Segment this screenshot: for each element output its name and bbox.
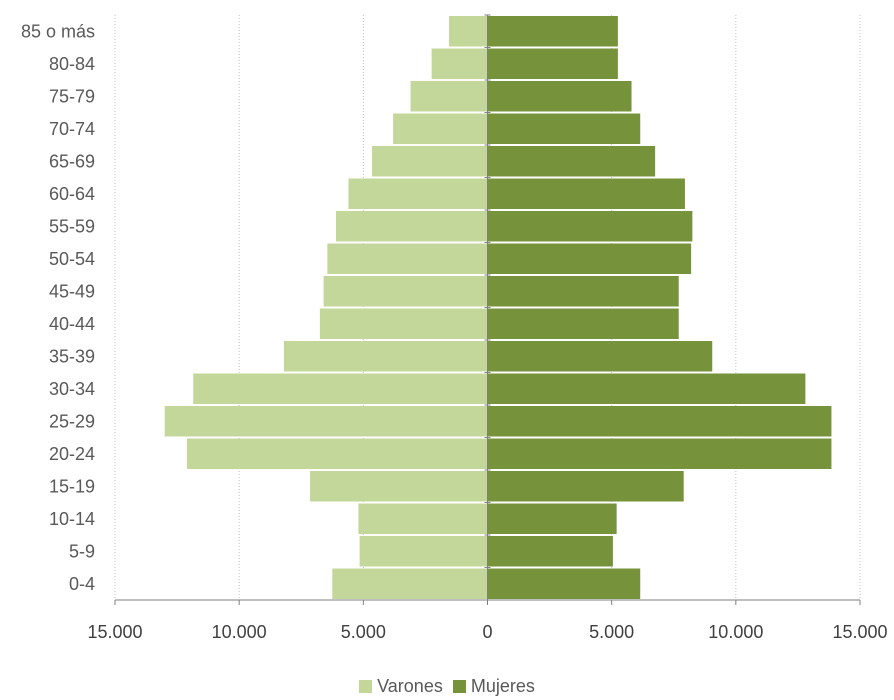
y-tick-label-80-84: 80-84 [49, 54, 95, 74]
bar-mujeres-40-44 [487, 308, 679, 339]
bar-mujeres-20-24 [487, 438, 832, 469]
y-tick-label-5-9: 5-9 [69, 541, 95, 561]
x-tick-label-6: 15.000 [832, 622, 887, 642]
bar-mujeres-65-69 [487, 146, 656, 177]
bar-mujeres-25-29 [487, 406, 832, 437]
bar-varones-55-59 [336, 211, 488, 242]
y-tick-label-45-49: 45-49 [49, 281, 95, 301]
bar-mujeres-85-o-m-s [487, 16, 618, 47]
bar-mujeres-55-59 [487, 211, 693, 242]
y-tick-label-85-o-m-s: 85 o más [21, 21, 95, 41]
bar-varones-50-54 [327, 243, 488, 274]
bar-varones-15-19 [309, 471, 488, 502]
legend-swatch-varones [359, 680, 373, 693]
y-tick-label-70-74: 70-74 [49, 119, 95, 139]
bar-mujeres-50-54 [487, 243, 692, 274]
bar-varones-60-64 [348, 178, 488, 209]
bar-varones-10-14 [358, 503, 488, 534]
legend-item-mujeres[interactable]: Mujeres [452, 676, 535, 697]
y-tick-label-55-59: 55-59 [49, 216, 95, 236]
bar-varones-30-34 [193, 373, 488, 404]
x-tick-label-3: 0 [482, 622, 492, 642]
bar-mujeres-45-49 [487, 276, 679, 307]
bar-mujeres-0-4 [487, 568, 641, 599]
bar-varones-5-9 [359, 536, 488, 567]
bar-varones-85-o-m-s [449, 16, 488, 47]
bar-varones-35-39 [283, 341, 488, 372]
x-tick-label-0: 15.000 [87, 622, 142, 642]
bar-varones-0-4 [332, 568, 488, 599]
bar-mujeres-15-19 [487, 471, 684, 502]
bar-mujeres-70-74 [487, 113, 641, 144]
bar-mujeres-60-64 [487, 178, 685, 209]
y-tick-label-15-19: 15-19 [49, 476, 95, 496]
bar-mujeres-30-34 [487, 373, 806, 404]
bar-varones-20-24 [187, 438, 488, 469]
y-tick-label-40-44: 40-44 [49, 314, 95, 334]
x-tick-label-2: 5.000 [341, 622, 386, 642]
x-tick-label-5: 10.000 [708, 622, 763, 642]
legend-swatch-mujeres [452, 680, 466, 693]
legend-item-varones[interactable]: Varones [359, 676, 443, 697]
x-tick-label-4: 5.000 [589, 622, 634, 642]
bar-varones-65-69 [372, 146, 488, 177]
bar-varones-80-84 [431, 48, 488, 79]
bar-varones-70-74 [393, 113, 488, 144]
y-tick-label-0-4: 0-4 [69, 574, 95, 594]
legend-label-varones: Varones [377, 676, 443, 696]
bar-varones-75-79 [410, 81, 488, 112]
bar-mujeres-5-9 [487, 536, 613, 567]
chart-legend: Varones Mujeres [0, 676, 894, 697]
bar-mujeres-75-79 [487, 81, 632, 112]
y-tick-label-20-24: 20-24 [49, 444, 95, 464]
legend-label-mujeres: Mujeres [470, 676, 535, 696]
bar-mujeres-10-14 [487, 503, 617, 534]
x-tick-label-1: 10.000 [212, 622, 267, 642]
y-tick-label-60-64: 60-64 [49, 184, 95, 204]
bar-varones-25-29 [164, 406, 488, 437]
y-tick-label-35-39: 35-39 [49, 346, 95, 366]
y-tick-label-65-69: 65-69 [49, 151, 95, 171]
y-tick-label-25-29: 25-29 [49, 411, 95, 431]
bar-varones-40-44 [319, 308, 488, 339]
y-tick-label-50-54: 50-54 [49, 249, 95, 269]
y-tick-label-30-34: 30-34 [49, 379, 95, 399]
y-tick-label-10-14: 10-14 [49, 509, 95, 529]
y-tick-label-75-79: 75-79 [49, 86, 95, 106]
bar-varones-45-49 [323, 276, 488, 307]
bar-mujeres-35-39 [487, 341, 713, 372]
bar-mujeres-80-84 [487, 48, 618, 79]
